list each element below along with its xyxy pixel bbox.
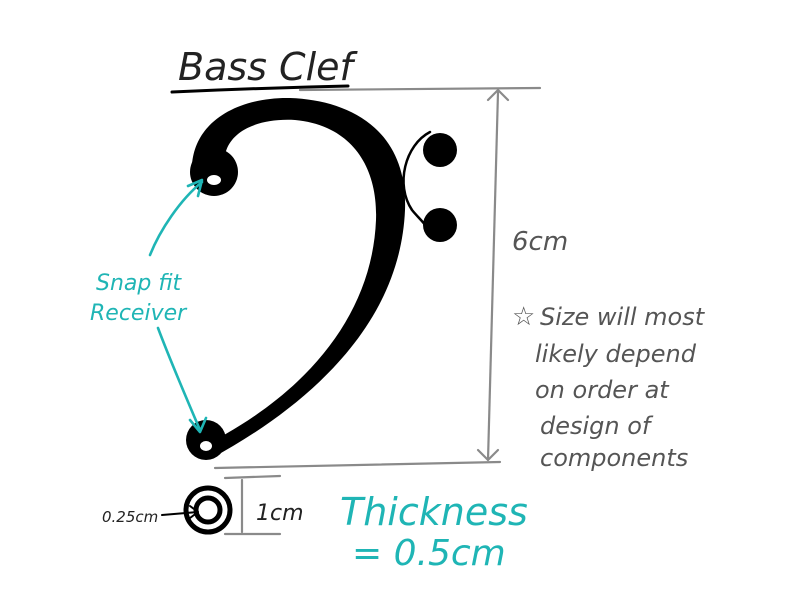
- title-underline: [170, 84, 350, 94]
- height-extension-bottom: [213, 460, 502, 470]
- snap-fit-receiver-bottom: [200, 441, 212, 451]
- height-extension-top: [298, 86, 542, 92]
- clef-dots: [402, 130, 457, 242]
- peg-diameter-leader: [161, 511, 199, 516]
- height-dimension-line: [486, 90, 500, 462]
- clef-bottom-bulb: [186, 420, 226, 460]
- height-dimension: [213, 86, 542, 470]
- base-height-dimension: [223, 474, 282, 536]
- size-note-line-4: design of: [540, 412, 654, 440]
- peg-diameter-arrowhead: [189, 505, 199, 519]
- snap-fit-annotation: Snap fit Receiver: [90, 178, 208, 434]
- snap-fit-label-line-2: Receiver: [90, 301, 188, 326]
- snap-fit-arrowhead-bottom: [188, 416, 208, 434]
- size-note: ☆ Size will most likely depend on order …: [512, 302, 706, 472]
- size-note-line-1: Size will most: [540, 303, 706, 331]
- size-note-star: ☆: [512, 302, 535, 332]
- snap-fit-arrow-top: [148, 180, 204, 257]
- size-note-line-5: components: [540, 444, 688, 472]
- snap-fit-label-line-1: Snap fit: [96, 271, 183, 296]
- snap-fit-arrow-bottom: [156, 326, 202, 432]
- peg-inner-circle: [193, 495, 223, 525]
- size-note-line-3: on order at: [535, 376, 670, 404]
- bass-clef-shape: [186, 97, 406, 460]
- clef-dot-lower: [423, 208, 457, 242]
- base-extension-top: [223, 474, 282, 480]
- clef-top-bulb: [190, 148, 238, 196]
- peg-diameter-label: 0.25cm: [102, 508, 158, 526]
- thickness-label-line-1: Thickness: [340, 490, 528, 534]
- snap-fit-arrowhead-top: [186, 178, 204, 198]
- peg-outer-circle: [183, 485, 233, 535]
- size-note-line-2: likely depend: [535, 340, 697, 368]
- snap-fit-receiver-top: [207, 175, 221, 185]
- clef-dot-upper: [423, 133, 457, 167]
- base-height-label: 1cm: [256, 501, 304, 526]
- height-arrow-top: [486, 88, 510, 102]
- sketch-title: Bass Clef: [178, 45, 359, 89]
- clef-body: [191, 97, 406, 458]
- thickness-note: Thickness = 0.5cm: [340, 490, 528, 574]
- height-arrow-bottom: [476, 448, 500, 462]
- thickness-label-line-2: = 0.5cm: [352, 533, 506, 574]
- base-peg: [183, 485, 233, 535]
- clef-dot-connector: [402, 130, 434, 240]
- height-label: 6cm: [512, 227, 568, 257]
